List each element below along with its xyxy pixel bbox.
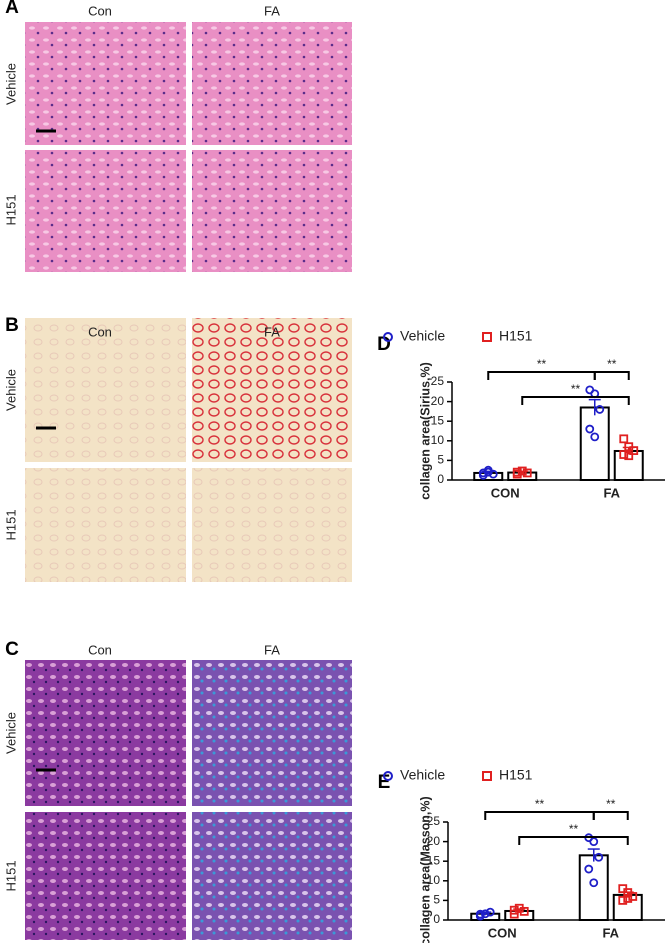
panel-label: D [377,334,391,355]
image [25,22,186,145]
column-label: FA [264,642,280,657]
data-point [619,450,629,459]
image [192,318,352,462]
row-label: H151 [3,860,18,891]
legend-marker [383,771,393,781]
y-tick-label: 25 [431,374,445,388]
significance-label: ** [607,357,617,371]
data-point [519,906,529,916]
data-point [619,434,629,444]
panel-label: E [378,772,391,793]
significance-bracket [592,811,629,820]
row-label: H151 [3,194,18,225]
legend-marker [482,332,492,342]
y-tick-label: 5 [437,453,444,467]
significance-label: ** [535,797,545,811]
image [25,812,186,940]
y-tick-label: 25 [427,814,441,828]
data-point [485,907,495,917]
significance-label: ** [569,822,579,836]
image [25,150,186,272]
data-point [590,432,600,442]
bar [613,449,644,482]
column-label: Con [88,642,112,657]
data-point [589,837,599,846]
data-point [517,466,527,476]
column-label: Con [88,324,112,339]
data-point [522,468,532,478]
column-label: Con [88,3,112,18]
bar [579,406,610,482]
data-point [509,905,519,915]
significance-bracket [521,396,630,405]
data-point [623,894,633,903]
column-label: FA [264,3,280,18]
image [192,22,352,145]
y-tick-label: 10 [427,873,441,887]
data-point [618,896,628,905]
legend-label: Vehicle [400,328,445,344]
image [192,468,352,582]
row-label: Vehicle [3,63,18,105]
data-point [584,864,594,874]
data-point [488,469,498,479]
y-axis-label: collagen area(Masson,%) [418,796,432,943]
image [25,660,186,806]
data-point [480,909,490,919]
row-label: Vehicle [3,712,18,754]
y-tick-label: 10 [431,433,445,447]
data-point [475,909,485,919]
panel-label: C [5,639,19,660]
data-point [595,405,605,414]
x-tick-label: CON [491,485,520,500]
y-axis-label: collagen area(Sirius,%) [418,362,432,500]
significance-bracket [593,371,630,380]
data-point [624,451,634,461]
panel-label: B [5,315,19,336]
row-label: H151 [3,509,18,540]
legend-marker [383,332,393,342]
image [25,468,186,582]
data-point [589,878,599,888]
y-tick-label: 15 [427,853,441,867]
image [192,150,352,272]
micrographs [25,22,352,940]
y-tick-label: 20 [427,834,441,848]
x-tick-label: FA [603,485,620,500]
legend-label: Vehicle [400,767,445,783]
data-point [483,467,493,477]
legend-label: H151 [499,767,533,783]
data-point [478,468,488,478]
image [25,318,186,462]
significance-bracket [518,836,629,845]
x-tick-label: FA [602,925,619,940]
y-tick-label: 0 [437,472,444,486]
row-label: Vehicle [3,369,18,411]
x-tick-label: CON [488,925,517,940]
significance-label: ** [571,382,581,396]
data-point [585,424,595,434]
significance-bracket [484,811,595,820]
y-tick-label: 0 [433,912,440,926]
column-label: FA [264,324,280,339]
y-tick-label: 20 [431,394,445,408]
panel-label: A [5,0,19,18]
significance-label: ** [537,357,547,371]
data-point [629,446,639,456]
y-tick-label: 15 [431,413,445,427]
data-point [594,852,604,862]
image [192,660,352,806]
bar [612,893,643,921]
data-point [628,892,638,901]
bar [578,854,609,922]
significance-bracket [487,371,596,380]
y-tick-label: 5 [433,893,440,907]
data-point [512,467,522,477]
image [192,812,352,940]
legend-label: H151 [499,328,533,344]
legend-marker [482,771,492,781]
significance-label: ** [606,797,616,811]
